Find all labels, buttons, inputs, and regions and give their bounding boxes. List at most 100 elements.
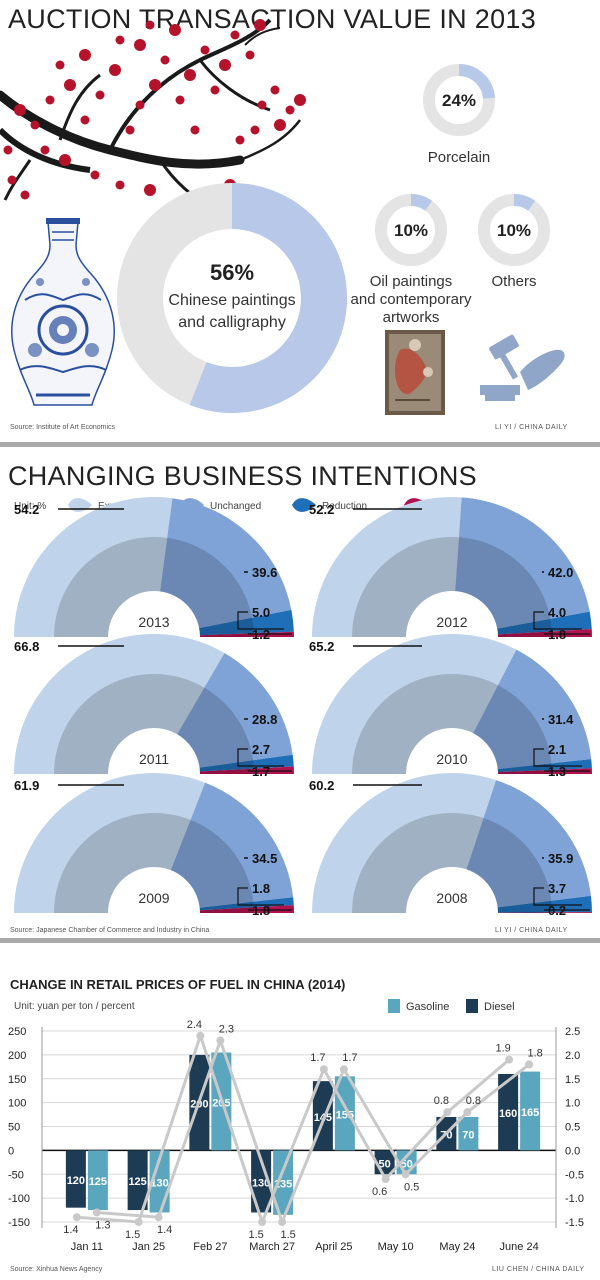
blossom-icon — [144, 184, 156, 196]
bar-value-label: 70 — [440, 1130, 452, 1142]
bar-value-label: 125 — [128, 1176, 146, 1188]
percent-value-label: 1.4 — [157, 1224, 172, 1236]
auction-chart: 56% Chinese paintings and calligraphy 24% Po… — [0, 18, 565, 415]
donut-percent: 10% — [394, 221, 428, 240]
value-label-expansion: 54.2 — [14, 502, 39, 517]
bar-diesel — [65, 1150, 86, 1208]
donut-percent: 10% — [497, 221, 531, 240]
blossom-icon — [149, 79, 161, 91]
percent-value-label: 1.4 — [63, 1224, 78, 1236]
semicircle-chart-2011: 2011 66.8 28.8 2.7 1.7 — [14, 634, 294, 779]
donut-label: Others — [491, 273, 536, 290]
segment-unchanged — [473, 649, 592, 770]
auction-source: Source: Institute of Art Economics — [10, 424, 116, 431]
segment-reduction — [497, 895, 592, 913]
percent-marker — [319, 1065, 328, 1074]
auction-value-section: AUCTION TRANSACTION VALUE IN 2013 — [0, 0, 600, 447]
donut-label: Oil paintings — [370, 273, 453, 290]
segment-unchanged — [466, 780, 591, 908]
blossom-icon — [30, 120, 40, 130]
segment-reduction — [199, 897, 294, 911]
blossom-icon — [254, 19, 266, 31]
blossom-icon — [230, 30, 240, 40]
donut-others: 10% Others — [478, 194, 550, 290]
segment-reduction — [199, 754, 294, 772]
y-left-tick: 100 — [8, 1098, 26, 1110]
legend-label: Reduction — [322, 501, 367, 512]
blossom-icon — [134, 39, 146, 51]
blossom-icon — [145, 20, 155, 30]
blossom-icon — [64, 79, 76, 91]
bar-value-label: 130 — [252, 1177, 270, 1189]
segment-relocation — [497, 912, 592, 913]
y-right-tick: -1.0 — [565, 1193, 584, 1205]
blossom-icon — [250, 125, 260, 135]
y-right-tick: 1.5 — [565, 1074, 580, 1086]
fuel-source: Source: Xinhua News Agency — [10, 1266, 103, 1273]
semicircle-chart-2010: 2010 65.2 31.4 2.1 1.3 — [309, 634, 592, 779]
blossom-icon — [294, 94, 306, 106]
percent-value-label: 0.6 — [372, 1186, 387, 1198]
donut-segment — [513, 194, 536, 211]
business-intentions-section: CHANGING BUSINESS INTENTIONS Unit: % Exp… — [0, 447, 600, 943]
bar-gasoline — [520, 1071, 541, 1151]
leader-line — [533, 887, 582, 906]
blossom-icon — [235, 135, 245, 145]
fuel-price-chart: CHANGE IN RETAIL PRICES OF FUEL IN CHINA… — [8, 977, 584, 1253]
blossom-icon — [55, 60, 65, 70]
blossom-icon — [59, 154, 71, 166]
inner-ring — [352, 674, 552, 774]
y-left-tick: -100 — [8, 1193, 30, 1205]
business-unit: Unit: % — [14, 501, 46, 512]
donut-label: and calligraphy — [178, 314, 286, 331]
value-label-relocation: 1.3 — [548, 764, 566, 779]
legend-swatch-gasoline — [388, 999, 400, 1013]
blossom-icon — [200, 45, 210, 55]
blossom-icon — [95, 90, 105, 100]
plum-blossom-branch-illustration — [0, 18, 301, 217]
segment-expansion — [14, 497, 173, 637]
inner-ring — [54, 537, 254, 637]
segment-relocation — [199, 766, 294, 774]
y-right-tick: 1.0 — [565, 1098, 580, 1110]
percent-marker — [216, 1036, 225, 1045]
blossom-icon — [270, 85, 280, 95]
value-label-reduction: 2.7 — [252, 742, 270, 757]
y-left-tick: 0 — [8, 1145, 14, 1157]
bar-value-label: 125 — [89, 1176, 107, 1188]
percent-value-label: 0.8 — [434, 1095, 449, 1107]
blossom-icon — [135, 100, 145, 110]
donut-segment — [189, 183, 347, 413]
semicircle-chart-2008: 2008 60.2 35.9 3.7 0.2 — [309, 773, 592, 918]
value-label-reduction: 5.0 — [252, 605, 270, 620]
year-label: 2013 — [138, 614, 169, 630]
blossom-icon — [285, 105, 295, 115]
leader-line — [533, 611, 582, 630]
percent-marker — [463, 1108, 472, 1117]
y-left-tick: 50 — [8, 1122, 20, 1134]
percent-value-label: 1.5 — [248, 1229, 263, 1241]
bar-gasoline — [87, 1150, 108, 1211]
blossom-icon — [14, 104, 26, 116]
section-divider — [0, 442, 600, 447]
blossom-icon — [7, 175, 17, 185]
y-right-tick: 2.5 — [565, 1026, 580, 1038]
blue-white-porcelain-vase-icon — [11, 218, 115, 406]
inner-ring — [54, 813, 254, 913]
blossom-icon — [40, 145, 50, 155]
donut-percent: 24% — [442, 91, 476, 110]
blossom-icon — [80, 115, 90, 125]
segment-unchanged — [455, 497, 590, 629]
semicircle-chart-2009: 2009 61.9 34.5 1.8 1.8 — [14, 773, 294, 918]
value-label-expansion: 65.2 — [309, 639, 334, 654]
donut-label: and contemporary — [351, 291, 472, 308]
y-right-tick: -1.5 — [565, 1217, 584, 1229]
donut-label: Porcelain — [428, 149, 491, 166]
legend-label: Gasoline — [406, 1001, 449, 1013]
x-category-label: May 10 — [378, 1241, 414, 1253]
fuel-credit: LIU CHEN / CHINA DAILY — [492, 1266, 585, 1273]
percent-change-line — [96, 1035, 531, 1227]
value-label-relocation: 1.2 — [252, 627, 270, 642]
value-label-unchanged: 42.0 — [548, 565, 573, 580]
y-right-tick: 0.5 — [565, 1122, 580, 1134]
